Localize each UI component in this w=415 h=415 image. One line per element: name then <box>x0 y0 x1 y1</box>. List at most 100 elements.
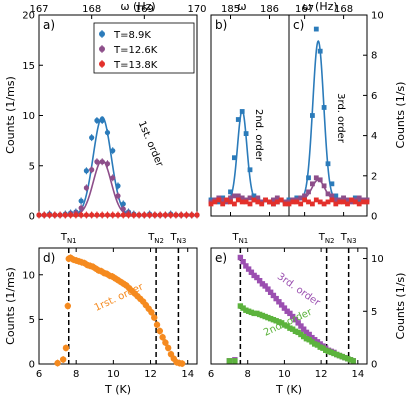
legend-marker <box>99 61 105 67</box>
data-point <box>243 131 249 136</box>
data-point <box>247 201 253 207</box>
data-point <box>336 352 343 359</box>
transition-label: TN3 <box>170 232 187 245</box>
data-point <box>309 339 315 345</box>
y-tick-label: 10 <box>22 111 35 122</box>
data-point <box>228 189 233 195</box>
data-point <box>251 272 257 279</box>
y-tick-label: 6 <box>371 91 377 102</box>
data-point <box>183 212 190 218</box>
data-point <box>263 197 268 203</box>
data-point <box>178 360 186 367</box>
data-point <box>99 117 105 124</box>
data-point <box>125 212 132 218</box>
data-point <box>341 199 346 205</box>
data-point <box>256 311 263 318</box>
data-point <box>345 201 350 207</box>
y-tick-label: 15 <box>22 61 35 72</box>
data-point <box>306 175 311 181</box>
data-point <box>255 199 261 205</box>
data-point <box>356 201 362 207</box>
y-tick-label: 0 <box>371 360 377 371</box>
data-point <box>303 329 310 336</box>
y-tick-label: 10 <box>371 254 384 265</box>
data-point <box>64 302 72 310</box>
data-point <box>147 212 153 218</box>
panel-label: b) <box>215 18 227 32</box>
data-point <box>89 167 95 173</box>
x-tick-label: 8 <box>73 369 79 380</box>
data-point <box>317 177 323 183</box>
data-point <box>284 308 290 314</box>
data-point <box>62 212 68 218</box>
fit-curve-blue <box>39 116 197 217</box>
annotation: 1st. order <box>136 120 165 170</box>
data-point <box>162 212 168 218</box>
data-point <box>83 212 89 218</box>
transition-label-sub: N2 <box>154 237 164 245</box>
data-point <box>240 305 246 311</box>
y-tick-label: 0 <box>29 360 35 371</box>
data-point <box>78 205 84 211</box>
data-point <box>270 317 277 323</box>
data-point <box>310 201 315 207</box>
data-point <box>352 199 358 205</box>
data-point <box>178 212 184 218</box>
data-point <box>136 212 142 218</box>
data-point <box>243 263 249 269</box>
data-point <box>232 193 237 199</box>
data-point <box>333 197 339 203</box>
data-point <box>110 175 116 181</box>
legend-entry: T=13.8K <box>113 60 158 71</box>
data-point <box>314 342 321 348</box>
data-point <box>287 310 293 317</box>
data-point <box>302 193 307 199</box>
data-point <box>321 105 327 110</box>
data-point <box>208 201 214 207</box>
data-point <box>317 344 323 350</box>
data-point <box>259 201 265 207</box>
data-point <box>337 199 343 205</box>
data-point <box>265 286 271 292</box>
data-point <box>78 198 84 204</box>
transition-label-T: T <box>60 232 68 243</box>
transition-label-T: T <box>147 232 155 243</box>
data-point <box>235 117 241 122</box>
data-point <box>281 322 288 328</box>
data-point <box>110 212 116 218</box>
data-point <box>89 212 95 218</box>
data-point <box>259 312 266 319</box>
data-point <box>300 333 307 340</box>
fit-curve-blue <box>289 39 367 201</box>
data-point <box>300 326 307 332</box>
data-point <box>310 113 315 118</box>
data-point <box>274 195 280 201</box>
data-point <box>339 353 345 360</box>
data-point <box>153 321 161 328</box>
panel-label: c) <box>293 18 304 32</box>
y-tick-label: 5 <box>29 161 35 172</box>
data-point <box>317 341 323 347</box>
x-axis-title: ω (Hz) <box>302 0 337 13</box>
data-point <box>104 129 111 136</box>
data-point <box>292 328 299 335</box>
data-point <box>83 168 89 174</box>
data-point <box>310 181 315 187</box>
fit-curve-blue <box>211 109 289 202</box>
transition-label: TN3 <box>340 232 357 245</box>
panel-c-frame <box>288 14 368 217</box>
data-point <box>141 212 147 218</box>
data-point <box>94 212 100 218</box>
transition-label-sub: N1 <box>67 237 77 245</box>
data-point <box>284 323 290 329</box>
legend-entry: T=8.9K <box>113 30 151 41</box>
y-axis-title: Counts (1/s) <box>394 273 407 340</box>
data-point <box>311 337 318 343</box>
x-tick-label: 6 <box>36 369 42 380</box>
data-point <box>347 357 354 363</box>
data-point <box>235 197 241 203</box>
data-point <box>73 212 79 218</box>
data-point <box>302 197 307 203</box>
data-point <box>232 201 237 207</box>
transition-label-T: T <box>231 232 239 243</box>
